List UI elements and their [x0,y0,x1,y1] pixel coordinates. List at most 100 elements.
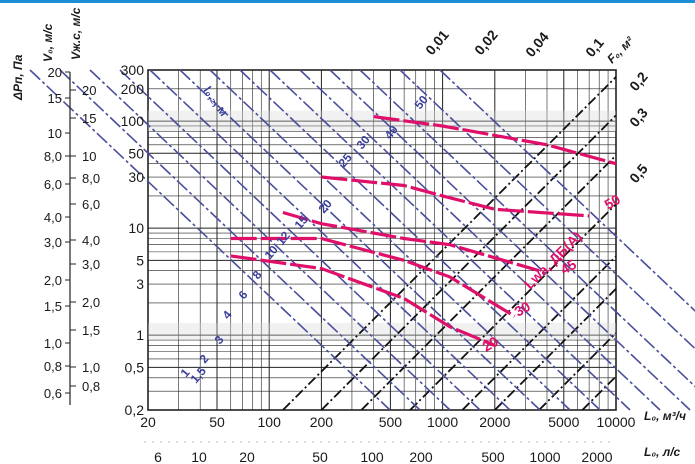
noise-label: 30 [512,298,534,320]
pressure-line [269,69,631,411]
dp-tick-label: 4,0 [44,210,62,225]
x-tick-label: 200 [310,414,334,430]
noise-line [230,254,496,347]
y-tick-label: 10 [128,220,144,236]
v0-tick-label: 20 [82,83,96,98]
noise-label: 50 [602,191,624,213]
area-label: 0,04 [522,29,552,60]
x2-tick-label: 200 [409,449,433,464]
noise-label: 45 [558,256,580,278]
x2-tick-label: 50 [312,449,328,464]
area-label: 0,01 [422,27,452,58]
y-tick-label: 300 [121,62,145,78]
x-tick-labels: 20 50 100 200 500 1000 2000 5000 10000 [140,414,635,430]
area-label: 0,5 [626,161,651,186]
vkc-axis-title: Vж.с, м/с [69,7,83,60]
pressure-label: 6 [236,288,251,302]
dp-tick-label: 15 [48,91,62,106]
x-tick-label: 2000 [479,414,510,430]
dp-tick-label: 6,0 [44,177,62,192]
dp-tick-label: 10 [48,126,62,141]
pressure-line [439,69,695,312]
pressure-line [29,69,391,411]
area-line [360,154,617,411]
x-tick-label: 10000 [597,414,636,430]
y-tick-label: 0,2 [125,402,145,418]
area-line [409,203,617,411]
left-scales: 20 15 10 8,0 6,0 4,0 3,0 2,0 1,5 1,0 0,8 0,6 20 15 10 8… [44,65,100,405]
pressure-line [209,69,571,411]
x-tick-label: 20 [140,414,156,430]
v0-tick-label: 1,0 [82,360,100,375]
area-label: 0,3 [626,105,651,130]
x2-tick-label: 500 [481,449,505,464]
y-tick-label: 0,5 [125,359,145,375]
area-line [581,375,617,411]
area-label: 0,2 [626,69,651,94]
x-tick-label: 100 [258,414,282,430]
v0-tick-label: 6,0 [82,197,100,212]
dp-tick-label: 1,5 [44,299,62,314]
x2-tick-label: 20 [239,449,255,464]
v0-tick-label: 1,5 [82,323,100,338]
x2-tick-label: 100 [360,449,384,464]
pressure-label: 4 [220,308,235,322]
v0-tick-label: 15 [82,111,96,126]
v0-tick-label: 2,0 [82,295,100,310]
y-tick-label: 50 [128,145,144,161]
y-tick-labels: 300 200 100 50 30 10 5 3 1 0,5 0,2 [121,62,145,418]
v0-axis-title: V₀, м/с [41,23,55,62]
grey-band [148,322,616,341]
x-tick-label: 1000 [427,414,458,430]
dp-tick-label: 20 [48,65,62,80]
pressure-label: 50 [412,92,432,111]
dp-tick-label: 3,0 [44,235,62,250]
x2-tick-labels: 6 10 20 50 100 200 500 1000 2000 [144,441,616,464]
area-line [320,114,617,411]
noise-line [230,236,516,318]
y-tick-label: 200 [121,81,145,97]
pressure-line [179,69,541,411]
dp-tick-label: 2,0 [44,273,62,288]
noise-line [282,210,540,273]
dp-tick-label: 0,8 [44,359,62,374]
noise-line [321,175,590,218]
x-axis-title: L₀, м³/ч [644,409,686,423]
y-tick-label: 30 [128,169,144,185]
x2-tick-label: 1000 [529,449,560,464]
y-tick-label: 100 [121,113,145,129]
x-tick-label: 50 [209,414,225,430]
noise-label: 20 [480,333,502,355]
noise-lines [230,115,617,347]
x2-axis-title: L₀, л/с [644,445,681,459]
x2-tick-label: 6 [154,449,162,464]
plot-frame [147,69,617,411]
v0-tick-label: 8,0 [82,171,100,186]
v0-tick-label: 10 [82,149,96,164]
pressure-line [399,69,695,350]
dp-tick-label: 1,0 [44,336,62,351]
area-line [461,255,617,411]
pressure-line [359,69,695,388]
y-tick-label: 5 [136,252,144,268]
dp-tick-label: 8,0 [44,149,62,164]
top-bar [0,0,695,3]
area-lines [282,76,617,411]
pressure-line [299,69,661,411]
noise-line [373,115,617,166]
area-label: 0,02 [471,27,501,58]
area-line [494,288,617,411]
area-lines-title: F₀, м² [604,33,637,66]
dp-axis-title: ΔPп, Па [11,54,25,101]
x-tick-label: 5000 [548,414,579,430]
area-line [538,332,617,411]
dp-tick-label: 0,6 [44,386,62,401]
x2-tick-label: 2000 [581,449,612,464]
v0-tick-label: 4,0 [82,233,100,248]
y-tick-label: 1 [136,327,144,343]
pressure-line [329,69,691,411]
y-tick-label: 3 [136,276,144,292]
x-tick-label: 500 [379,414,403,430]
v0-tick-label: 3,0 [82,257,100,272]
